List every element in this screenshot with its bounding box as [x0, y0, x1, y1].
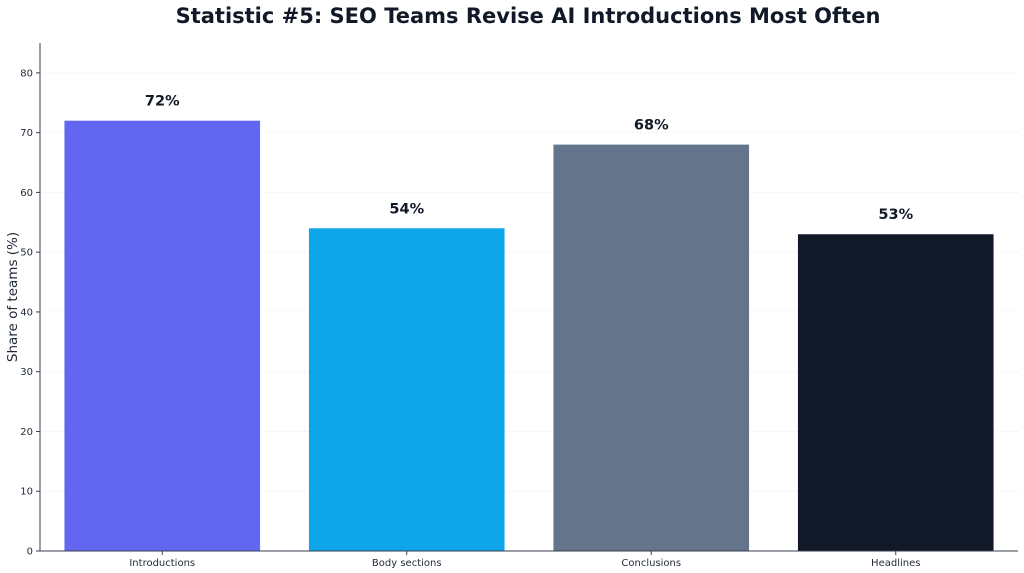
- x-tick-label: Introductions: [129, 558, 195, 569]
- x-tick-label: Headlines: [871, 558, 920, 569]
- y-tick-label: 70: [20, 128, 33, 139]
- bars: [64, 120, 994, 552]
- axes: [39, 43, 1018, 552]
- x-tick-label: Body sections: [372, 558, 442, 569]
- y-tick-label: 50: [20, 248, 33, 259]
- y-tick-label: 10: [20, 487, 33, 498]
- y-tick-label: 20: [20, 427, 33, 438]
- y-tick-label: 40: [20, 307, 33, 318]
- data-label: 54%: [389, 201, 424, 217]
- data-label: 68%: [634, 118, 669, 134]
- data-label: 53%: [878, 207, 913, 223]
- bar: [797, 234, 994, 551]
- x-ticks: Introductions Body sections Conclusions Hea…: [129, 551, 920, 569]
- data-label: 72%: [145, 94, 180, 110]
- grid-lines: [40, 72, 1018, 492]
- bar: [553, 144, 750, 551]
- chart-title: Statistic #5: SEO Teams Revise AI Introd…: [176, 4, 881, 28]
- y-tick-label: 80: [20, 68, 33, 79]
- bar: [64, 120, 261, 551]
- y-axis-label: Share of teams (%): [5, 232, 21, 362]
- data-labels: 72% 54% 68% 53%: [145, 94, 914, 224]
- y-tick-label: 0: [27, 547, 33, 558]
- x-tick-label: Conclusions: [621, 558, 681, 569]
- y-tick-label: 30: [20, 367, 33, 378]
- y-ticks: 0 10 20 30 40 50 60 70 80: [20, 68, 40, 558]
- bar: [308, 228, 505, 552]
- y-tick-label: 60: [20, 188, 33, 199]
